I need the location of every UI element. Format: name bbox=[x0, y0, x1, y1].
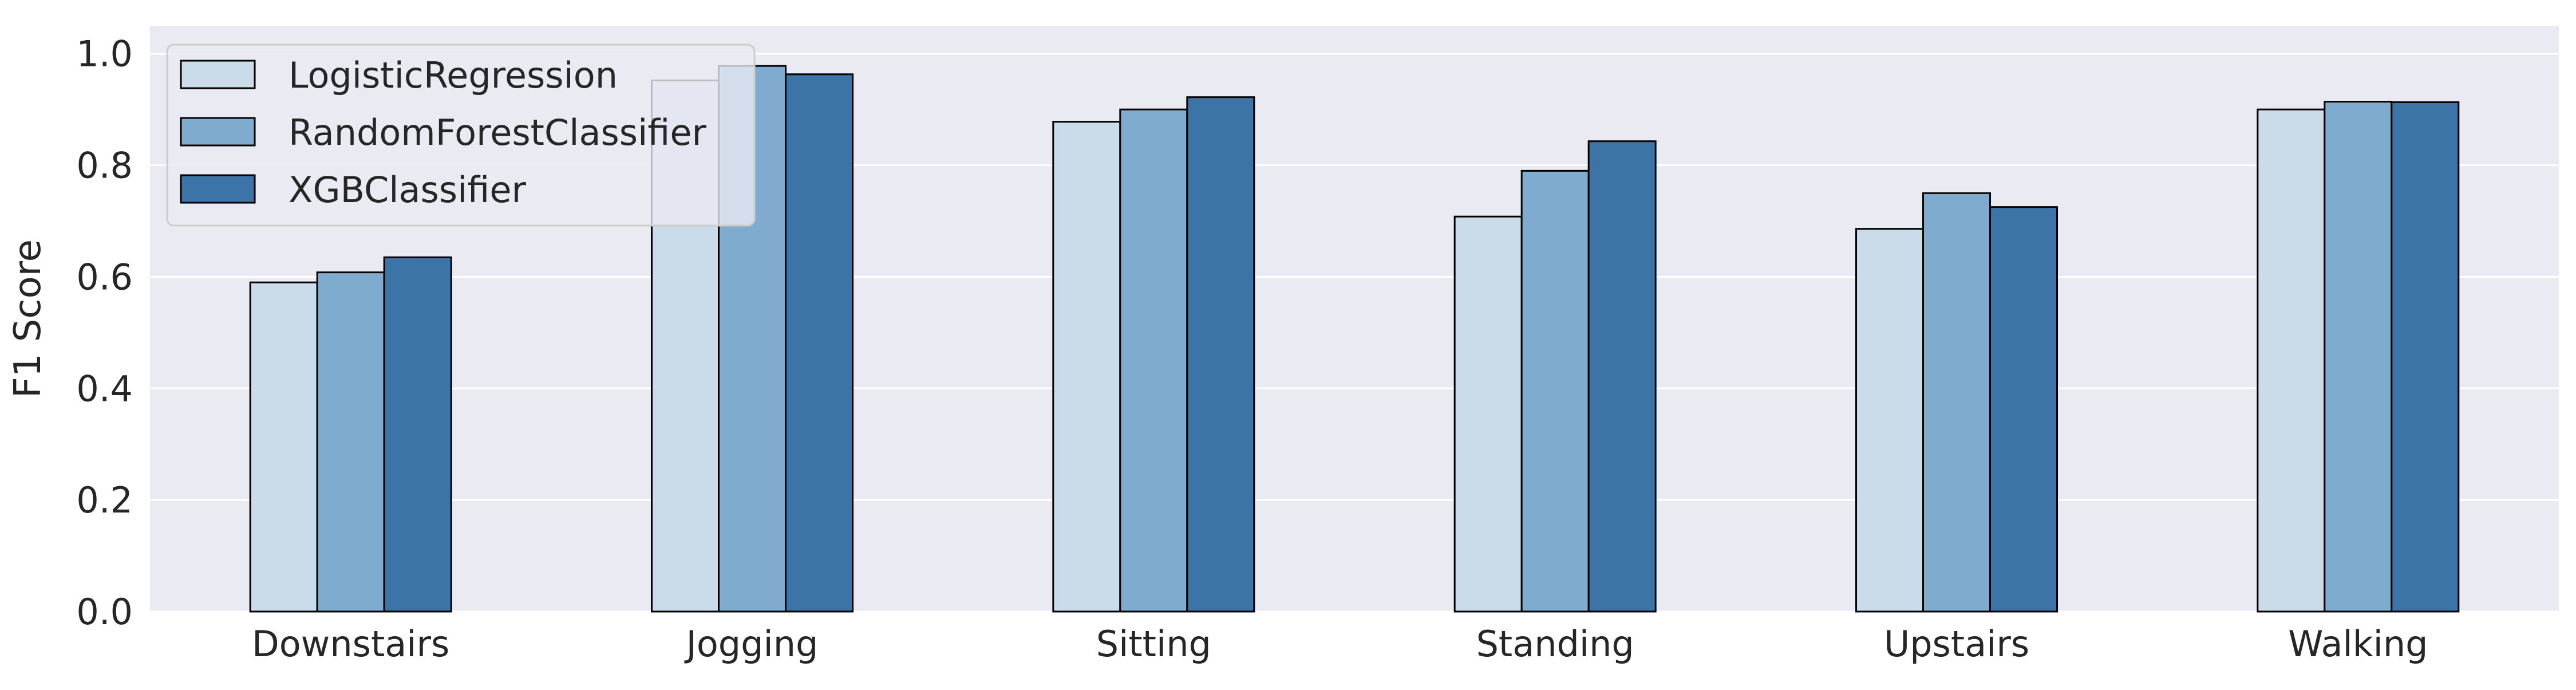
y-tick-label: 0.8 bbox=[76, 145, 133, 187]
x-tick-label: Jogging bbox=[684, 623, 819, 665]
bar-XGBClassifier-Jogging bbox=[785, 73, 854, 613]
bars bbox=[249, 65, 2460, 613]
bar-XGBClassifier-Upstairs bbox=[1989, 206, 2058, 613]
bar-XGBClassifier-Standing bbox=[1587, 140, 1657, 613]
bar-RandomForestClassifier-Sitting bbox=[1119, 108, 1188, 613]
bar-XGBClassifier-Walking bbox=[2391, 101, 2460, 613]
bar-RandomForestClassifier-Walking bbox=[2324, 101, 2393, 613]
legend-label: LogisticRegression bbox=[289, 54, 618, 96]
y-tick-label: 0.6 bbox=[76, 256, 133, 298]
x-tick-label: Standing bbox=[1476, 623, 1634, 665]
bar-XGBClassifier-Downstairs bbox=[383, 256, 452, 613]
bar-LogisticRegression-Standing bbox=[1453, 215, 1523, 613]
legend-swatch bbox=[180, 174, 256, 204]
bar-RandomForestClassifier-Standing bbox=[1520, 169, 1590, 613]
legend: LogisticRegression RandomForestClassifier… bbox=[166, 44, 756, 227]
legend-label: RandomForestClassifier bbox=[289, 112, 706, 153]
bar-LogisticRegression-Walking bbox=[2257, 108, 2326, 613]
grid-lines bbox=[150, 53, 2559, 613]
bar-RandomForestClassifier-Upstairs bbox=[1922, 192, 1991, 613]
bar-LogisticRegression-Sitting bbox=[1052, 121, 1121, 613]
legend-swatch bbox=[180, 60, 256, 89]
legend-label: XGBClassifier bbox=[289, 169, 526, 211]
bar-XGBClassifier-Sitting bbox=[1186, 96, 1255, 613]
x-tick-label: Downstairs bbox=[252, 623, 449, 665]
legend-swatch bbox=[180, 117, 256, 147]
y-tick-label: 1.0 bbox=[76, 33, 133, 75]
x-tick-label: Walking bbox=[2288, 623, 2428, 665]
bar-RandomForestClassifier-Downstairs bbox=[316, 271, 385, 613]
y-tick-label: 0.2 bbox=[76, 479, 133, 521]
y-tick-label: 0.0 bbox=[76, 591, 133, 633]
y-tick-label: 0.4 bbox=[76, 368, 133, 409]
x-tick-label: Upstairs bbox=[1884, 623, 2029, 665]
bar-LogisticRegression-Downstairs bbox=[249, 281, 318, 613]
legend-box bbox=[166, 44, 756, 227]
bar-LogisticRegression-Upstairs bbox=[1855, 228, 1924, 613]
y-axis-label: F1 Score bbox=[7, 239, 49, 398]
x-tick-label: Sitting bbox=[1096, 623, 1211, 665]
x-axis-ticks: Downstairs Jogging Sitting Standing Upstairs… bbox=[252, 623, 2428, 665]
y-axis-ticks: 0.0 0.2 0.4 0.6 0.8 1.0 bbox=[76, 33, 133, 633]
